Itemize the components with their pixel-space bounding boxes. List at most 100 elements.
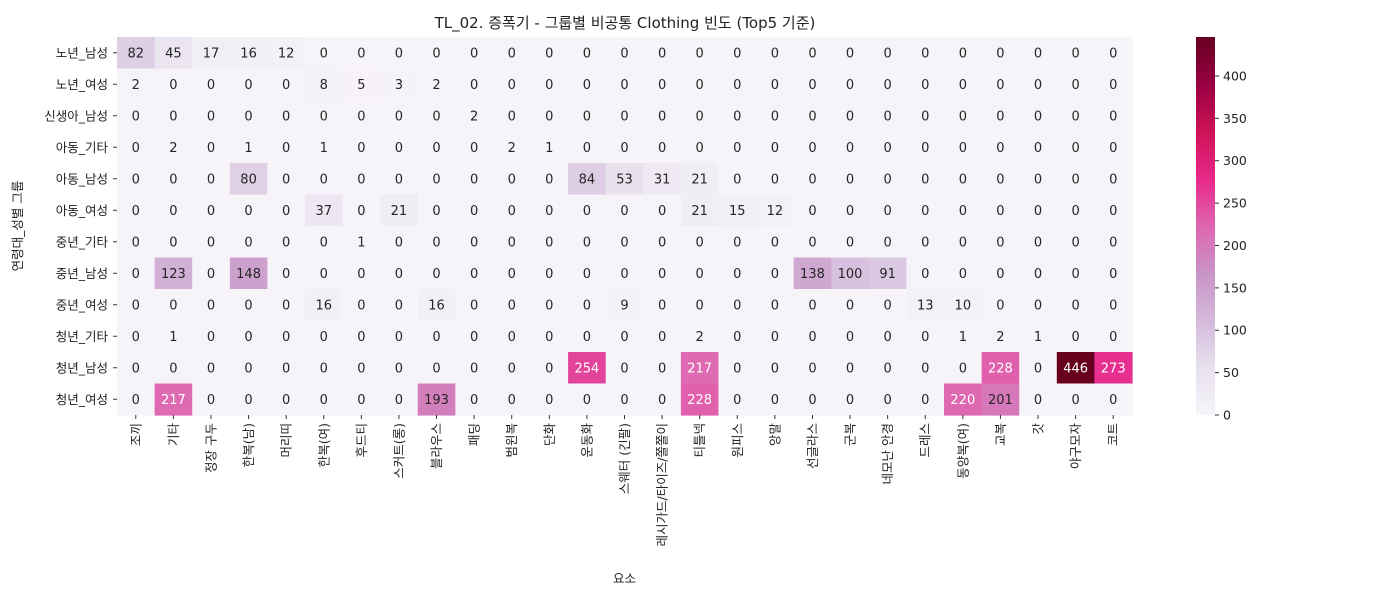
x-tick-label: 범윈복 — [504, 423, 519, 458]
heatmap-cell — [981, 383, 1020, 416]
heatmap-cell — [944, 226, 983, 259]
cell-value-label: 0 — [169, 109, 177, 124]
heatmap-cell — [981, 68, 1020, 101]
heatmap-cell — [868, 289, 908, 322]
cell-value-label: 0 — [808, 141, 816, 156]
cell-value-label: 0 — [808, 298, 816, 313]
cell-value-label: 0 — [282, 361, 290, 376]
cell-value-label: 273 — [1101, 361, 1126, 376]
cell-value-label: 0 — [508, 361, 516, 376]
cell-value-label: 0 — [320, 330, 328, 345]
heatmap-cell — [342, 226, 381, 259]
heatmap-cell — [304, 320, 344, 353]
heatmap-cell — [906, 257, 945, 290]
heatmap-cell — [304, 383, 344, 416]
heatmap-cell — [1094, 383, 1133, 416]
heatmap-cell — [643, 289, 682, 322]
cell-value-label: 446 — [1063, 361, 1088, 376]
cell-value-label: 0 — [470, 393, 478, 408]
cell-value-label: 0 — [357, 204, 365, 219]
heatmap-cell — [1094, 37, 1133, 70]
cell-value-label: 0 — [357, 330, 365, 345]
cell-value-label: 0 — [771, 393, 779, 408]
cell-value-label: 84 — [579, 172, 596, 187]
cell-value-label: 2 — [132, 78, 140, 93]
heatmap-cell — [756, 37, 795, 70]
cell-value-label: 0 — [207, 361, 215, 376]
cell-value-label: 0 — [620, 393, 628, 408]
x-tick-label: 앙말 — [767, 423, 782, 447]
heatmap-cell — [1019, 37, 1058, 70]
heatmap-cell — [342, 68, 381, 101]
heatmap-cell — [680, 383, 720, 416]
heatmap-cell — [154, 257, 193, 290]
cell-value-label: 1 — [545, 141, 553, 156]
cell-value-label: 0 — [169, 361, 177, 376]
heatmap-cell — [154, 68, 193, 101]
cell-value-label: 0 — [1109, 204, 1117, 219]
cell-value-label: 0 — [996, 204, 1004, 219]
cell-value-label: 0 — [959, 109, 967, 124]
heatmap-cell — [530, 194, 569, 227]
heatmap-cell — [981, 37, 1020, 70]
cell-value-label: 0 — [508, 330, 516, 345]
heatmap-cell — [455, 68, 494, 101]
heatmap-cell — [492, 37, 532, 70]
cell-value-label: 0 — [545, 235, 553, 250]
heatmap-cell — [380, 100, 419, 133]
heatmap-cell — [229, 68, 268, 101]
cell-value-label: 0 — [808, 393, 816, 408]
heatmap-cell — [605, 37, 644, 70]
cell-value-label: 0 — [357, 46, 365, 61]
cell-value-label: 0 — [921, 330, 929, 345]
cell-value-label: 80 — [240, 172, 257, 187]
heatmap-cell — [1056, 226, 1096, 259]
heatmap-cell — [154, 320, 193, 353]
heatmap-cell — [417, 194, 456, 227]
heatmap-cell — [756, 352, 795, 385]
cell-value-label: 0 — [1034, 109, 1042, 124]
cell-value-label: 0 — [808, 204, 816, 219]
heatmap-cell — [793, 68, 832, 101]
heatmap-cell — [756, 226, 795, 259]
heatmap-cell — [492, 226, 532, 259]
cell-value-label: 0 — [921, 393, 929, 408]
cell-value-label: 0 — [846, 141, 854, 156]
cell-value-label: 0 — [357, 393, 365, 408]
heatmap-cell — [530, 163, 569, 196]
heatmap-cell — [530, 131, 569, 164]
heatmap-cell — [530, 352, 569, 385]
cell-value-label: 0 — [808, 78, 816, 93]
heatmap-cell — [117, 226, 156, 259]
cell-value-label: 21 — [691, 172, 708, 187]
cell-value-label: 0 — [207, 141, 215, 156]
heatmap-cell — [154, 226, 193, 259]
heatmap-cell — [643, 68, 682, 101]
heatmap-cell — [1019, 100, 1058, 133]
x-tick-label: 교복 — [993, 423, 1008, 446]
heatmap-cell — [906, 226, 945, 259]
cell-value-label: 0 — [1071, 267, 1079, 282]
cell-value-label: 0 — [470, 78, 478, 93]
cell-value-label: 0 — [771, 235, 779, 250]
cell-value-label: 0 — [1034, 235, 1042, 250]
x-tick-label: 군복 — [843, 423, 858, 446]
cell-value-label: 0 — [132, 393, 140, 408]
cell-value-label: 0 — [1109, 46, 1117, 61]
cell-value-label: 1 — [959, 330, 967, 345]
heatmap-cell — [1094, 131, 1133, 164]
heatmap-cell — [417, 352, 456, 385]
heatmap-cell — [605, 194, 644, 227]
cell-value-label: 0 — [282, 78, 290, 93]
heatmap-cell — [756, 100, 795, 133]
cell-value-label: 0 — [132, 109, 140, 124]
cell-value-label: 0 — [846, 78, 854, 93]
heatmap-cell — [455, 226, 494, 259]
heatmap-cell — [793, 257, 832, 290]
cell-value-label: 0 — [470, 204, 478, 219]
y-tick-label: 신생아_남성 — [44, 108, 108, 123]
heatmap-cell — [492, 320, 532, 353]
cell-value-label: 9 — [620, 298, 628, 313]
heatmap-cell — [455, 257, 494, 290]
